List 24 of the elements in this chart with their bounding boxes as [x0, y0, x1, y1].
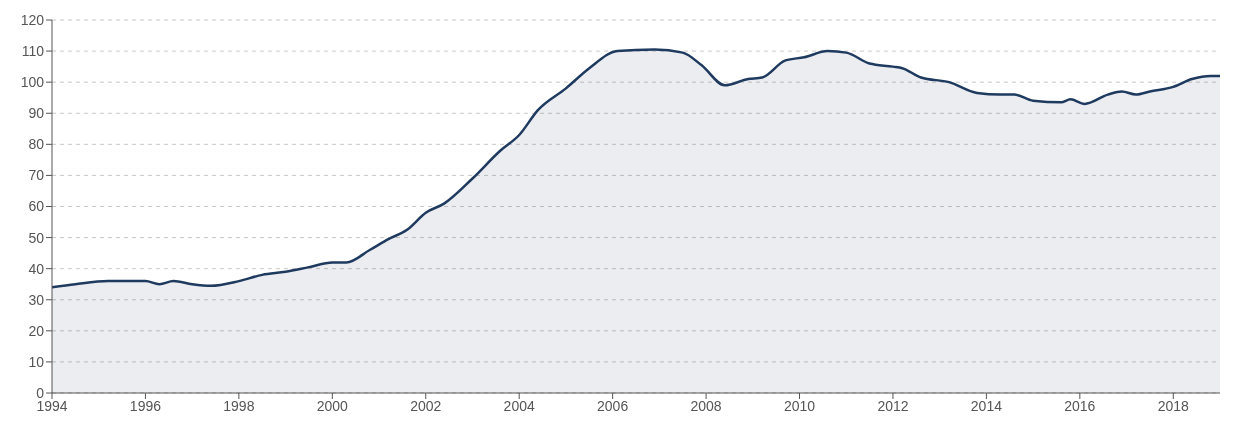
y-tick-label: 70	[28, 167, 45, 184]
y-tick-label: 120	[20, 11, 45, 28]
x-tick-label: 1996	[129, 397, 162, 414]
x-tick-label: 2006	[597, 397, 629, 414]
x-tick-label: 2012	[877, 397, 909, 414]
x-tick-label: 2018	[1157, 397, 1190, 414]
x-tick-label: 2014	[970, 397, 1003, 414]
y-tick-label: 40	[28, 260, 45, 277]
y-tick-label: 110	[21, 43, 45, 60]
x-tick-label: 2008	[690, 397, 722, 414]
y-tick-label: 90	[28, 105, 45, 122]
y-tick-label: 10	[28, 353, 45, 370]
x-tick-label: 2000	[316, 397, 349, 414]
y-tick-label: 80	[28, 136, 45, 153]
x-tick-label: 2010	[783, 397, 816, 414]
x-tick-label: 2004	[503, 397, 535, 414]
y-tick-label: 30	[28, 291, 45, 308]
x-tick-label: 2002	[410, 397, 442, 414]
y-tick-label: 100	[20, 74, 45, 91]
y-tick-label: 60	[28, 198, 45, 215]
x-tick-label: 2016	[1064, 397, 1096, 414]
y-tick-label: 20	[28, 322, 45, 339]
x-tick-label: 1998	[223, 397, 255, 414]
y-tick-label: 50	[28, 229, 45, 246]
